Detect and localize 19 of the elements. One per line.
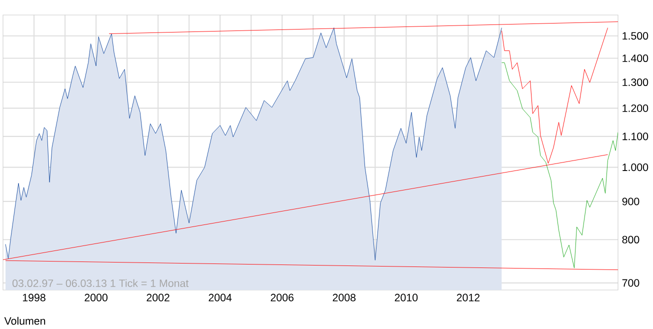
x-tick-label: 2010 — [394, 294, 418, 302]
x-tick-label: 2012 — [456, 294, 480, 302]
y-tick-label: 900 — [622, 198, 640, 206]
y-tick-label: 800 — [622, 236, 640, 244]
y-tick-label: 1.400 — [622, 54, 648, 62]
annotation: 03.02.97 – 06.03.13 1 Tick = 1 Monat — [12, 279, 189, 288]
y-tick-label: 700 — [622, 279, 640, 287]
y-tick-label: 1.000 — [622, 164, 648, 172]
x-tick-label: 2000 — [84, 294, 108, 302]
y-tick-label: 1.500 — [622, 32, 648, 40]
y-tick-label: 1.300 — [622, 78, 648, 86]
x-tick-label: 2002 — [146, 294, 170, 302]
x-tick-label: 2006 — [270, 294, 294, 302]
y-tick-label: 1.200 — [622, 104, 648, 112]
x-tick-label: 2008 — [332, 294, 356, 302]
x-tick-label: 1998 — [22, 294, 46, 302]
text: Volumen — [4, 316, 46, 325]
x-tick-label: 2004 — [208, 294, 232, 302]
y-tick-label: 1.100 — [622, 132, 648, 140]
